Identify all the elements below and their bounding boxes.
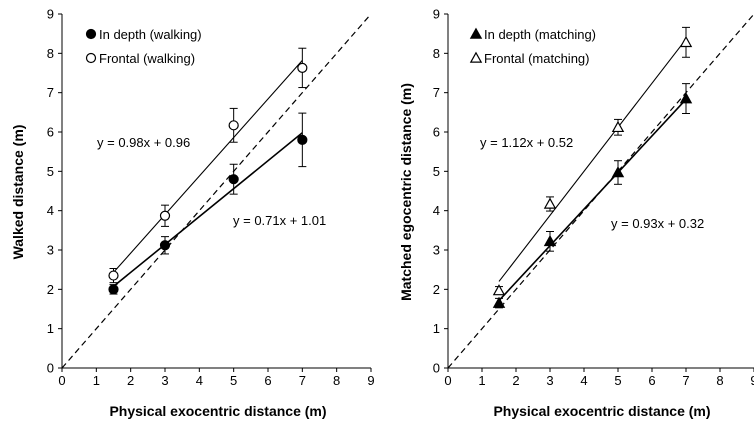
right-chart-y-tick-label: 6 bbox=[433, 125, 440, 140]
left-chart-y-axis-label: Walked distance (m) bbox=[10, 125, 26, 260]
right-chart-x-tick-label: 6 bbox=[648, 373, 655, 388]
left-chart-x-tick-label: 5 bbox=[230, 373, 237, 388]
right-chart-frontal-data-point bbox=[492, 284, 506, 296]
left-chart-x-tick-label: 2 bbox=[127, 373, 134, 388]
left-chart-in-depth-data-point bbox=[228, 174, 239, 185]
left-chart-x-tick-label: 1 bbox=[93, 373, 100, 388]
left-chart-y-tick-label: 6 bbox=[47, 125, 54, 140]
right-chart-x-tick-label: 2 bbox=[512, 373, 519, 388]
left-chart-in-depth-fit-equation: y = 0.71x + 1.01 bbox=[233, 213, 326, 228]
right-chart-in-depth-data-point bbox=[492, 296, 506, 308]
left-chart-y-tick-label: 7 bbox=[47, 85, 54, 100]
right-chart-x-tick-label: 9 bbox=[750, 373, 754, 388]
right-chart-legend-in-depth-marker bbox=[469, 27, 483, 39]
right-chart-y-tick-label: 2 bbox=[433, 282, 440, 297]
left-chart-x-tick-label: 9 bbox=[367, 373, 374, 388]
right-chart-y-tick-label: 1 bbox=[433, 321, 440, 336]
left-chart-x-tick-label: 8 bbox=[333, 373, 340, 388]
left-chart-x-axis-label: Physical exocentric distance (m) bbox=[109, 403, 326, 419]
left-chart-frontal-fit-equation: y = 0.98x + 0.96 bbox=[97, 135, 190, 150]
left-chart-in-depth-fit-line bbox=[112, 132, 303, 288]
right-chart-y-tick-label: 0 bbox=[433, 361, 440, 376]
right-chart-frontal-data-point bbox=[679, 35, 693, 48]
right-chart-x-tick-label: 7 bbox=[682, 373, 689, 388]
right-chart-y-tick-label: 8 bbox=[433, 46, 440, 61]
left-chart-frontal-data-point bbox=[108, 270, 119, 281]
left-chart-y-tick-label: 8 bbox=[47, 46, 54, 61]
right-chart-panel: Matched egocentric distance (m) Physical… bbox=[398, 7, 754, 419]
right-chart-frontal-data-point bbox=[611, 120, 625, 133]
right-chart-y-tick-label: 3 bbox=[433, 243, 440, 258]
right-chart-x-tick-label: 8 bbox=[716, 373, 723, 388]
right-chart-x-tick-label: 5 bbox=[614, 373, 621, 388]
right-chart-in-depth-data-point bbox=[679, 92, 693, 104]
right-chart-legend-in-depth-label: In depth (matching) bbox=[484, 27, 596, 42]
left-chart-y-tick-label: 0 bbox=[47, 361, 54, 376]
left-chart-y-tick-label: 4 bbox=[47, 203, 54, 218]
left-chart-x-tick-label: 6 bbox=[264, 373, 271, 388]
left-chart-y-tick-label: 9 bbox=[47, 7, 54, 22]
left-chart-x-tick-label: 4 bbox=[196, 373, 203, 388]
right-chart-x-tick-label: 1 bbox=[478, 373, 485, 388]
right-chart-x-tick-label: 4 bbox=[580, 373, 587, 388]
left-chart-in-depth-data-point bbox=[297, 134, 308, 145]
right-chart-x-axis-label: Physical exocentric distance (m) bbox=[493, 403, 710, 419]
right-chart-x-tick-label: 3 bbox=[546, 373, 553, 388]
left-chart-frontal-data-point bbox=[159, 210, 171, 221]
right-chart-y-tick-label: 7 bbox=[433, 85, 440, 100]
right-chart-in-depth-data-point bbox=[611, 166, 625, 178]
right-chart-frontal-data-point bbox=[543, 197, 557, 209]
left-chart-in-depth-data-point bbox=[108, 284, 119, 295]
right-chart-y-tick-label: 9 bbox=[433, 7, 440, 22]
right-chart-legend-frontal-label: Frontal (matching) bbox=[484, 51, 589, 66]
left-chart-legend-in-depth-label: In depth (walking) bbox=[99, 27, 202, 42]
left-chart-y-tick-label: 2 bbox=[47, 282, 54, 297]
left-chart-in-depth-data-point bbox=[159, 240, 171, 251]
left-chart-x-tick-label: 7 bbox=[299, 373, 306, 388]
right-chart-legend-frontal-marker bbox=[469, 51, 483, 63]
left-chart-y-tick-label: 3 bbox=[47, 243, 54, 258]
right-chart-x-tick-label: 0 bbox=[444, 373, 451, 388]
right-chart-y-axis-label: Matched egocentric distance (m) bbox=[398, 83, 414, 301]
left-chart-frontal-data-point bbox=[297, 62, 308, 73]
left-chart-y-tick-label: 5 bbox=[47, 164, 54, 179]
right-chart-frontal-fit-line bbox=[498, 38, 687, 282]
left-chart-identity-reference-line bbox=[61, 13, 372, 369]
left-chart-frontal-fit-line bbox=[113, 60, 303, 273]
left-chart-x-tick-label: 3 bbox=[161, 373, 168, 388]
left-chart-legend-frontal-label: Frontal (walking) bbox=[99, 51, 195, 66]
left-chart-legend-frontal-marker bbox=[85, 52, 97, 64]
right-chart-in-depth-fit-equation: y = 0.93x + 0.32 bbox=[611, 216, 704, 231]
right-chart-in-depth-fit-line bbox=[498, 98, 687, 302]
left-chart-x-tick-label: 0 bbox=[58, 373, 65, 388]
right-chart-y-tick-label: 5 bbox=[433, 164, 440, 179]
left-chart-panel: Walked distance (m) Physical exocentric … bbox=[10, 7, 375, 420]
right-chart-in-depth-data-point bbox=[543, 234, 557, 247]
left-chart-frontal-data-point bbox=[228, 120, 239, 131]
right-chart-y-tick-label: 4 bbox=[433, 203, 440, 218]
left-chart-y-tick-label: 1 bbox=[47, 321, 54, 336]
left-chart-legend-in-depth-marker bbox=[85, 28, 97, 40]
right-chart-frontal-fit-equation: y = 1.12x + 0.52 bbox=[480, 135, 573, 150]
